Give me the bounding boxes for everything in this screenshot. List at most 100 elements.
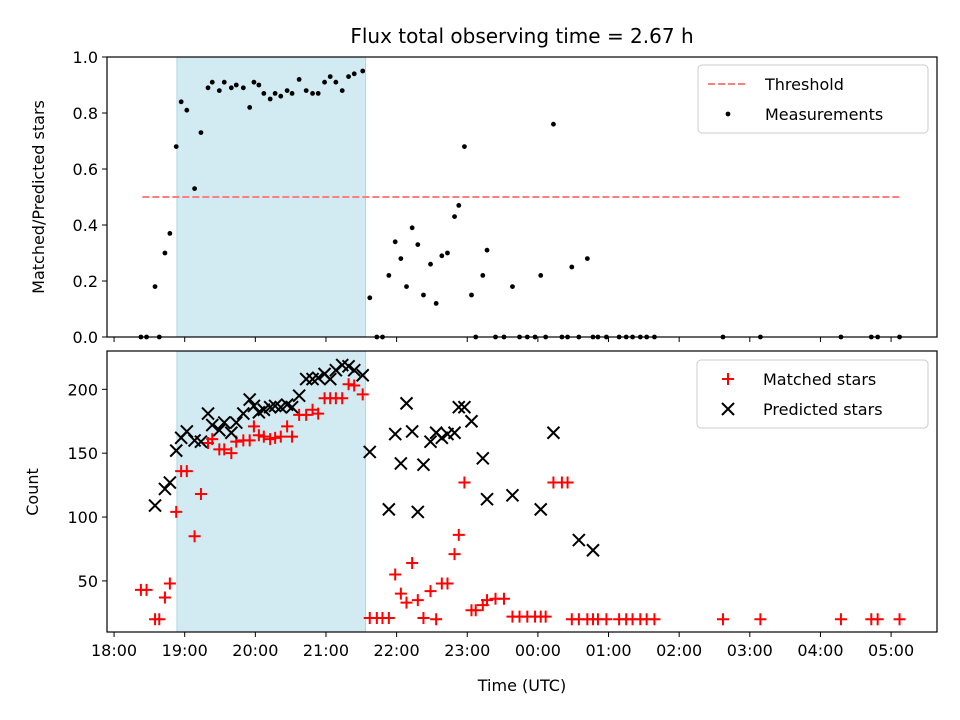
x-tick-label: 02:00 [656, 641, 702, 660]
predicted-star-point [285, 400, 299, 414]
measurement-point [315, 91, 321, 96]
matched-star-point [312, 407, 325, 420]
measurement-point [278, 93, 284, 99]
x-tick-label: 23:00 [444, 641, 490, 660]
measurement-point [221, 79, 227, 85]
matched-star-point [180, 465, 193, 478]
measurement-point [510, 284, 515, 289]
x-tick-label: 19:00 [162, 641, 208, 660]
count-plot-frame [106, 350, 938, 633]
matched-star-point [411, 594, 424, 607]
measurement-point [261, 91, 267, 96]
measurement-point [267, 96, 273, 102]
threshold-legend-label: Threshold [764, 75, 844, 94]
measurement-point [569, 264, 575, 270]
ratio-y-tick-label: 0.4 [73, 216, 98, 235]
matched-star-point [188, 530, 201, 543]
measurement-point [428, 261, 433, 267]
matched-star-point [424, 585, 437, 598]
matched-star-point [225, 447, 238, 460]
matched-star-point [140, 583, 153, 596]
predicted-star-point [299, 372, 313, 386]
matched-star-point [281, 420, 294, 433]
ratio-y-tick-label: 0.6 [73, 160, 98, 179]
x-tick-label: 21:00 [303, 641, 349, 660]
predicted-star-point [212, 423, 227, 437]
matched-star-point [356, 388, 369, 401]
x-tick-label: 01:00 [585, 641, 631, 660]
measurement-point [386, 273, 392, 278]
measurement-point [247, 105, 253, 110]
measurement-point [584, 256, 590, 261]
matched-star-point [382, 611, 395, 624]
count-legend: Matched stars Predicted stars [696, 359, 929, 429]
ratio-panel: 0.0 0.2 0.4 0.6 0.8 1.0 Matched/Predicted sta… [29, 48, 938, 347]
measurement-point [346, 74, 351, 79]
ratio-legend: Threshold Measurements [697, 64, 929, 134]
measurement-point [469, 292, 474, 298]
measurements-legend-swatch [725, 111, 731, 117]
matched-star-point [561, 476, 574, 489]
matched-star-point [441, 577, 454, 590]
matched-star-point [458, 476, 471, 489]
predicted-star-point [480, 492, 494, 506]
matched-star-point [247, 420, 260, 433]
predicted-star-point [323, 372, 337, 386]
measurement-point [327, 74, 333, 79]
measurement-point [462, 144, 467, 150]
predicted-star-point [224, 426, 239, 440]
predicted-star-point [416, 457, 431, 472]
matched-star-point [163, 577, 176, 590]
measurement-point [538, 273, 544, 278]
x-tick-label: 20:00 [232, 641, 278, 660]
measurement-point [415, 242, 421, 248]
predicted-star-point [382, 502, 396, 517]
predicted-star-point [292, 388, 306, 403]
predicted-star-point [236, 406, 251, 421]
predicted-star-point [311, 371, 325, 385]
predicted-star-point [435, 431, 449, 445]
measurement-point [409, 225, 415, 231]
measurement-point [284, 88, 290, 93]
matched-star-point [269, 431, 282, 444]
predicted-star-point [411, 505, 425, 519]
predicted-star-point [201, 406, 215, 421]
ratio-plot-frame [106, 56, 938, 338]
measurement-point [339, 88, 345, 93]
ratio-legend-box [697, 64, 929, 134]
predicted-star-point [394, 456, 408, 471]
predicted-star-point [205, 418, 219, 432]
predicted-star-point [163, 475, 177, 490]
x-tick-label: 22:00 [374, 641, 420, 660]
measurement-point [256, 82, 262, 88]
predicted-legend-swatch [721, 402, 735, 416]
predicted-star-point [546, 426, 561, 440]
predicted-star-point [341, 359, 356, 374]
matched-star-point [400, 596, 413, 609]
predicted-star-point [148, 498, 162, 513]
ratio-y-tick-label: 0.0 [73, 328, 98, 347]
predicted-star-point [194, 434, 208, 449]
measurement-point [205, 85, 211, 91]
measurement-point [216, 88, 222, 93]
predicted-star-point [405, 424, 419, 439]
measurement-point [351, 71, 357, 77]
matched-star-point [389, 568, 402, 581]
matched-star-point [871, 613, 884, 626]
x-axis-label: Time (UTC) [477, 676, 566, 695]
predicted-legend-label: Predicted stars [763, 400, 883, 419]
matched-star-point [342, 378, 355, 391]
matched-star-point [194, 488, 207, 501]
count-legend-box [696, 359, 929, 429]
matched-legend-swatch [722, 373, 734, 385]
measurement-point [484, 247, 490, 253]
measurement-point [152, 284, 158, 289]
predicted-star-point [572, 533, 586, 547]
matched-star-point [893, 613, 906, 626]
measurement-point [392, 239, 398, 245]
matched-star-point [406, 557, 419, 570]
predicted-star-point [505, 488, 520, 503]
matched-star-point [452, 528, 465, 541]
measurement-point [333, 79, 339, 85]
